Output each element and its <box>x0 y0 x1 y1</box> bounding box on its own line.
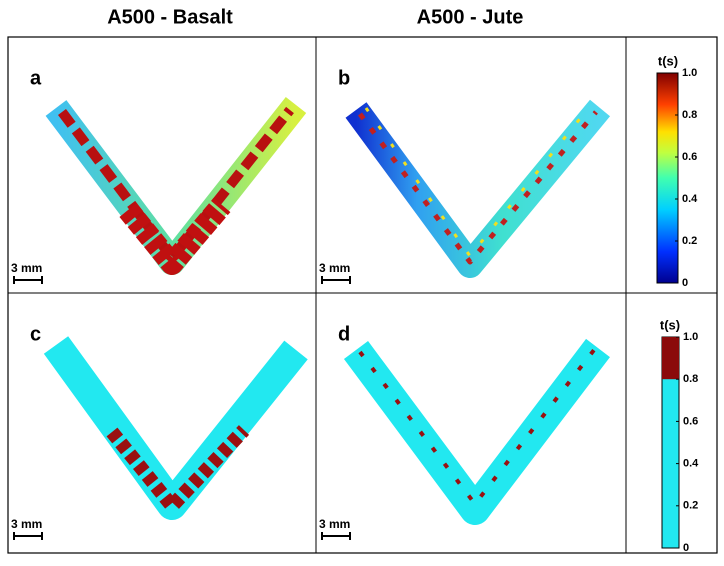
scale-bar-label: 3 mm <box>319 517 350 531</box>
map-region <box>106 425 250 513</box>
map-shape <box>43 336 308 520</box>
scale-bar <box>13 532 43 540</box>
colorbar-tick-label: 0.4 <box>682 193 698 205</box>
colorbar-tick-label: 0.2 <box>682 235 697 247</box>
colorbar-tick-label: 0.2 <box>683 500 698 512</box>
column-title: A500 - Jute <box>417 6 524 28</box>
scale-bar-label: 3 mm <box>319 261 350 275</box>
map-region <box>357 110 598 265</box>
colorbar-title: t(s) <box>658 53 678 68</box>
colorbar-tick-label: 0.6 <box>683 415 698 427</box>
column-title: A500 - Basalt <box>107 6 233 28</box>
colorbar-tick-label: 0 <box>682 277 688 289</box>
scale-bar <box>13 276 43 284</box>
colorbar-segment <box>662 337 679 380</box>
map-region <box>58 106 294 263</box>
panel-label: c <box>30 323 41 345</box>
map-region <box>358 348 596 506</box>
colorbar-title: t(s) <box>660 317 680 332</box>
panel-label: d <box>338 323 350 345</box>
colorbar-tick-label: 0.8 <box>683 373 698 385</box>
scale-bar-label: 3 mm <box>11 517 42 531</box>
colorbar-tick-label: 1.0 <box>682 67 697 79</box>
frame <box>7 36 718 554</box>
scale-bar <box>321 532 351 540</box>
colorbar <box>656 72 679 284</box>
map-region <box>119 197 231 275</box>
map-shape <box>45 96 307 275</box>
colorbar-tick-label: 0.4 <box>683 458 699 470</box>
map-shape <box>343 338 610 525</box>
colorbar-tick-label: 0.6 <box>682 151 697 163</box>
scale-bar-label: 3 mm <box>11 261 42 275</box>
panel-label: b <box>338 67 350 89</box>
colorbar-tick-label: 0 <box>683 542 689 554</box>
panel-label: a <box>30 67 42 89</box>
map-shape <box>345 99 611 278</box>
map-region <box>364 105 592 259</box>
colorbar-tick-label: 0.8 <box>682 109 697 121</box>
colorbar-tick-label: 1.0 <box>683 331 698 343</box>
scale-bar <box>321 276 351 284</box>
